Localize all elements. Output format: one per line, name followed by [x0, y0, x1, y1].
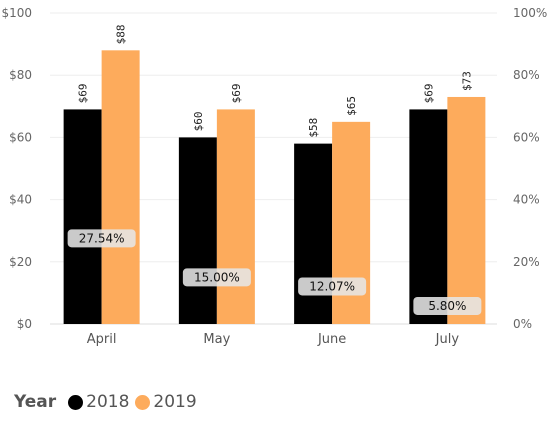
legend-swatch-2019: [135, 394, 151, 410]
legend-title: Year: [14, 392, 57, 412]
y2-tick-label: 20%: [513, 255, 540, 269]
bar-2019-july[interactable]: [447, 96, 486, 324]
legend-label-2019: 2019: [153, 392, 197, 412]
growth-label: 15.00%: [194, 270, 240, 284]
x-tick-label: May: [203, 332, 230, 347]
bar-2019-may[interactable]: [216, 109, 255, 324]
y-tick-label: $0: [17, 317, 32, 331]
growth-label: 27.54%: [79, 231, 125, 245]
growth-label-box: [182, 268, 251, 287]
y2-tick-label: 80%: [513, 68, 540, 82]
x-tick-label: April: [87, 332, 117, 347]
data-label: $73: [460, 71, 473, 91]
data-label: $88: [115, 24, 128, 44]
data-label: $69: [230, 84, 243, 104]
bar-chart: $0 $20 $40 $60 $80 $100 0% 20% 40% 60% 80% 100% $6…: [1, 6, 547, 347]
legend-swatch-2018: [68, 394, 84, 410]
legend-label-2018: 2018: [86, 392, 130, 412]
legend: Year 2018 2019: [14, 392, 203, 412]
bars: $69 $88 27.54% $60 $69 15.00% $58 $65 12.07% $69 $…: [63, 24, 486, 324]
growth-label-box: [298, 277, 367, 296]
y-tick-label: $80: [9, 68, 32, 82]
growth-label: 12.07%: [309, 279, 355, 293]
y-axis-left: $0 $20 $40 $60 $80 $100: [1, 6, 32, 331]
y2-tick-label: 40%: [513, 193, 540, 207]
growth-label-box: [67, 229, 136, 248]
bar-2018-april[interactable]: [63, 109, 102, 324]
bar-2018-july[interactable]: [409, 109, 448, 324]
x-tick-label: July: [435, 332, 460, 347]
data-label: $69: [77, 84, 90, 104]
y-tick-label: $60: [9, 130, 32, 144]
x-axis: April May June July: [87, 332, 460, 347]
y-tick-label: $100: [1, 6, 32, 20]
x-tick-label: June: [317, 332, 346, 347]
legend-item-2018[interactable]: 2018: [68, 392, 129, 412]
data-label: $60: [192, 112, 205, 132]
data-label: $65: [345, 96, 358, 116]
y-axis-right: 0% 20% 40% 60% 80% 100%: [513, 6, 547, 331]
growth-label: 5.80%: [428, 299, 466, 313]
y2-tick-label: 100%: [513, 6, 547, 20]
data-label: $58: [307, 118, 320, 138]
bar-2018-june[interactable]: [294, 143, 333, 324]
growth-label-box: [413, 296, 482, 315]
bar-2019-april[interactable]: [101, 50, 140, 324]
y2-tick-label: 0%: [513, 317, 532, 331]
y-tick-label: $20: [9, 255, 32, 269]
data-label: $69: [422, 84, 435, 104]
y2-tick-label: 60%: [513, 130, 540, 144]
legend-item-2019[interactable]: 2019: [135, 392, 197, 412]
bar-2018-may[interactable]: [178, 137, 217, 324]
y-tick-label: $40: [9, 193, 32, 207]
